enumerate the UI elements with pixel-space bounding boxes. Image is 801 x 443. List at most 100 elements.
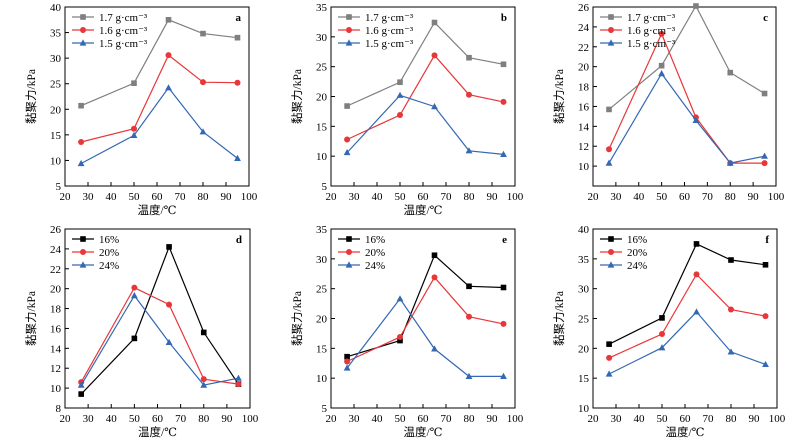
data-point	[165, 16, 172, 23]
legend-marker	[80, 249, 86, 255]
data-point	[78, 391, 84, 397]
data-point	[77, 381, 85, 388]
legend-label: 16%	[365, 234, 385, 246]
y-tick-label: 26	[50, 224, 62, 236]
y-tick-label: 15	[50, 130, 62, 142]
legend-marker	[80, 27, 86, 33]
data-point	[431, 52, 438, 59]
data-point	[200, 79, 206, 86]
data-point	[396, 295, 404, 302]
x-tick-label: 20	[326, 191, 338, 203]
series-line	[608, 273, 766, 359]
x-tick-label: 30	[83, 413, 95, 425]
x-tick-label: 40	[633, 191, 645, 203]
x-tick-label: 20	[588, 191, 600, 203]
y-tick-label: 18	[578, 82, 590, 94]
x-tick-label: 60	[152, 413, 164, 425]
data-point	[397, 79, 403, 85]
data-point	[727, 69, 734, 76]
x-tick-label: 40	[106, 413, 118, 425]
y-axis-title: 黏聚力/kPa	[552, 291, 566, 346]
data-point	[234, 79, 241, 86]
x-tick-label: 30	[83, 191, 95, 203]
x-tick-label: 80	[464, 191, 476, 203]
y-tick-label: 25	[316, 284, 328, 296]
x-tick-label: 40	[106, 191, 118, 203]
data-point	[465, 147, 473, 154]
y-tick-label: 25	[578, 314, 590, 326]
y-axis-title: 黏聚力/kPa	[290, 69, 304, 124]
x-tick-label: 90	[487, 413, 499, 425]
data-point	[234, 34, 241, 41]
y-tick-label: 30	[50, 53, 62, 65]
x-tick-label: 60	[418, 413, 430, 425]
x-tick-label: 100	[241, 191, 258, 203]
data-point	[605, 159, 613, 166]
data-point	[605, 370, 613, 377]
x-tick-label: 40	[634, 413, 646, 425]
legend-label: 20%	[99, 247, 119, 259]
y-tick-label: 35	[50, 28, 62, 40]
x-tick-label: 100	[242, 413, 259, 425]
y-tick-label: 20	[50, 284, 62, 296]
y-tick-label: 40	[50, 2, 62, 14]
series-line	[608, 32, 765, 164]
plot-frame	[330, 228, 516, 409]
data-point	[659, 315, 665, 321]
x-axis-title: 温度/℃	[403, 425, 442, 438]
data-point	[431, 19, 438, 26]
legend-marker	[79, 39, 87, 46]
legend-label: 1.6 g·cm⁻³	[627, 25, 676, 37]
x-tick-label: 30	[349, 191, 361, 203]
series-line	[346, 276, 504, 363]
series-line	[608, 72, 765, 164]
series-line	[80, 86, 238, 165]
x-tick-label: 90	[221, 413, 233, 425]
data-point	[431, 274, 438, 281]
x-axis-title: 温度/℃	[138, 425, 177, 438]
y-tick-label: 15	[316, 343, 328, 355]
legend: 1.7 g·cm⁻³1.6 g·cm⁻³1.5 g·cm⁻³	[600, 12, 676, 50]
panel-label: d	[236, 234, 242, 246]
x-tick-label: 80	[198, 413, 210, 425]
x-tick-label: 50	[395, 413, 407, 425]
data-point	[130, 131, 138, 138]
data-point	[500, 320, 507, 327]
data-point	[130, 292, 138, 299]
x-tick-label: 50	[395, 191, 407, 203]
legend-label: 20%	[365, 247, 385, 259]
data-point	[344, 353, 350, 360]
x-tick-label: 50	[129, 191, 141, 203]
data-point	[658, 30, 665, 37]
legend-marker	[346, 14, 352, 20]
y-tick-label: 20	[578, 343, 590, 355]
y-tick-label: 10	[316, 151, 328, 163]
y-tick-label: 40	[578, 224, 590, 236]
x-tick-label: 70	[702, 191, 714, 203]
data-point	[343, 148, 351, 156]
data-point	[727, 348, 735, 355]
data-point	[693, 308, 700, 315]
chart-panel-b: 20 30 40 50 60 70 80 90 100 5 10 15 20 25 30 35 温度/℃ 黏聚力/…	[290, 2, 524, 217]
y-tick-label: 30	[578, 284, 590, 296]
x-tick-label: 80	[198, 191, 210, 203]
y-tick-label: 22	[50, 264, 61, 276]
data-point	[165, 84, 172, 91]
y-tick-label: 20	[50, 104, 62, 116]
x-tick-label: 30	[349, 413, 361, 425]
x-tick-label: 80	[725, 191, 737, 203]
data-point	[500, 150, 507, 157]
data-point	[200, 381, 208, 388]
data-point	[761, 160, 768, 167]
data-point	[431, 345, 438, 352]
legend-marker	[608, 236, 614, 242]
data-point	[131, 80, 137, 87]
data-point	[693, 271, 700, 278]
y-tick-label: 15	[316, 121, 328, 133]
series-line	[608, 311, 766, 375]
y-tick-label: 5	[322, 403, 328, 415]
legend-label: 20%	[627, 247, 647, 259]
legend-marker	[346, 236, 352, 242]
